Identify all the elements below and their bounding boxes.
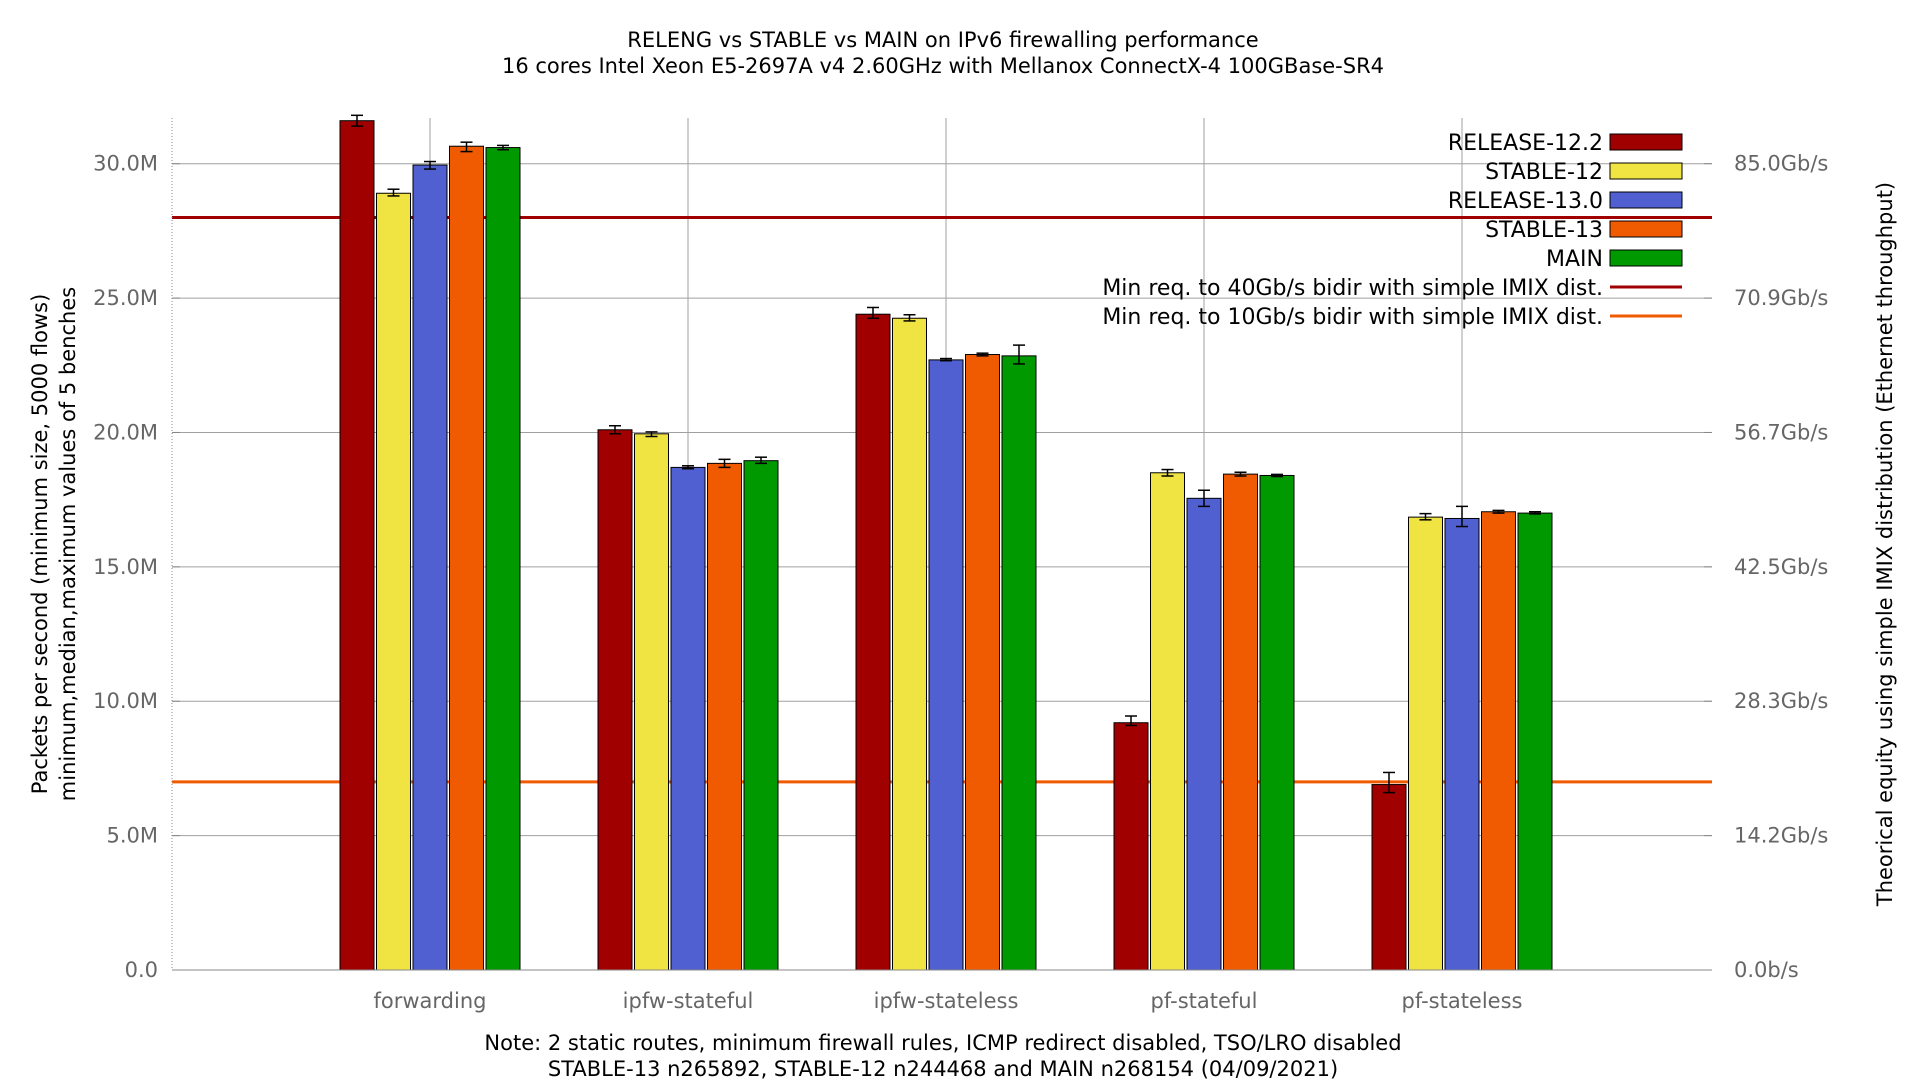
y-tick-label: 30.0M [93,152,158,176]
y2-tick-label: 0.0b/s [1734,958,1799,982]
bar-2-1 [892,317,927,971]
y-axis-label-secondary: minimum,median,maximum values of 5 bench… [56,287,80,801]
y2-tick-label: 14.2Gb/s [1734,824,1828,848]
bar-2-2 [928,359,964,971]
y-tick-label: 10.0M [93,689,158,713]
bar-1-1 [634,433,669,971]
legend-label: MAIN [1546,247,1603,272]
legend-label: Min req. to 40Gb/s bidir with simple IMI… [1102,276,1603,301]
x-tick-label: ipfw-stateful [623,989,754,1013]
legend-swatch [1609,191,1683,209]
bar-3-3 [1223,473,1258,971]
y-axis-ticks: 0.0 5.0M 10.0M 15.0M 20.0M 25.0M 30.0M [93,152,180,982]
legend-swatch [1609,220,1683,238]
bar-3-1 [1150,472,1185,971]
bar-2-0 [855,313,891,971]
y-tick-label: 15.0M [93,555,158,579]
bars [339,114,1553,971]
legend: RELEASE-12.2 STABLE-12 RELEASE-13.0 STABLE-… [1102,131,1683,330]
x-tick-label: ipfw-stateless [874,989,1019,1013]
bar-1-2 [670,466,706,971]
bar-0-2 [412,164,448,971]
legend-swatch [1609,249,1683,267]
bar-4-0 [1371,784,1407,971]
bar-3-0 [1113,722,1149,971]
y-tick-label: 5.0M [106,824,158,848]
bar-3-4 [1259,474,1295,971]
chart-subtitle: 16 cores Intel Xeon E5-2697A v4 2.60GHz … [502,54,1384,78]
chart-note-line-2: STABLE-13 n265892, STABLE-12 n244468 and… [548,1057,1338,1080]
bar-2-3 [965,354,1000,971]
bar-4-1 [1408,516,1443,971]
axes [171,118,1712,971]
y2-tick-label: 28.3Gb/s [1734,689,1828,713]
y2-tick-label: 85.0Gb/s [1734,152,1828,176]
bar-0-1 [376,192,411,971]
x-tick-label: forwarding [374,989,487,1013]
legend-label: Min req. to 10Gb/s bidir with simple IMI… [1102,305,1603,330]
bar-3-2 [1186,497,1222,971]
y2-tick-label: 70.9Gb/s [1734,286,1828,310]
chart-title: RELENG vs STABLE vs MAIN on IPv6 firewal… [627,28,1258,52]
legend-swatch [1609,133,1683,151]
y2-tick-label: 56.7Gb/s [1734,420,1828,444]
y-tick-label: 20.0M [93,420,158,444]
bar-4-2 [1444,517,1480,971]
bar-0-4 [485,147,521,971]
x-tick-label: pf-stateful [1151,989,1258,1013]
y2-axis-label: Theorical equity using simple IMIX distr… [1873,182,1897,907]
y-tick-label: 0.0 [125,958,158,982]
bar-4-4 [1517,512,1553,971]
y-tick-label: 25.0M [93,286,158,310]
x-tick-label: pf-stateless [1402,989,1523,1013]
bar-1-0 [597,429,633,971]
bar-1-4 [743,460,779,971]
chart-note-line-1: Note: 2 static routes, minimum firewall … [484,1031,1401,1055]
legend-label: RELEASE-13.0 [1448,189,1603,214]
bar-0-3 [449,145,484,971]
y-axis-label: Packets per second (minimum size, 5000 f… [28,294,52,795]
legend-label: STABLE-12 [1485,160,1603,185]
bar-2-4 [1001,355,1037,971]
legend-label: STABLE-13 [1485,218,1603,243]
y2-axis-ticks: 0.0b/s 14.2Gb/s 28.3Gb/s 42.5Gb/s 56.7Gb/s 70… [1704,152,1828,982]
y2-tick-label: 42.5Gb/s [1734,555,1828,579]
x-axis-ticks: forwarding ipfw-stateful ipfw-stateless pf-… [374,989,1523,1013]
bar-0-0 [339,120,375,971]
legend-label: RELEASE-12.2 [1448,131,1603,156]
bar-4-3 [1481,511,1516,971]
legend-swatch [1609,162,1683,180]
bar-1-3 [707,462,742,971]
